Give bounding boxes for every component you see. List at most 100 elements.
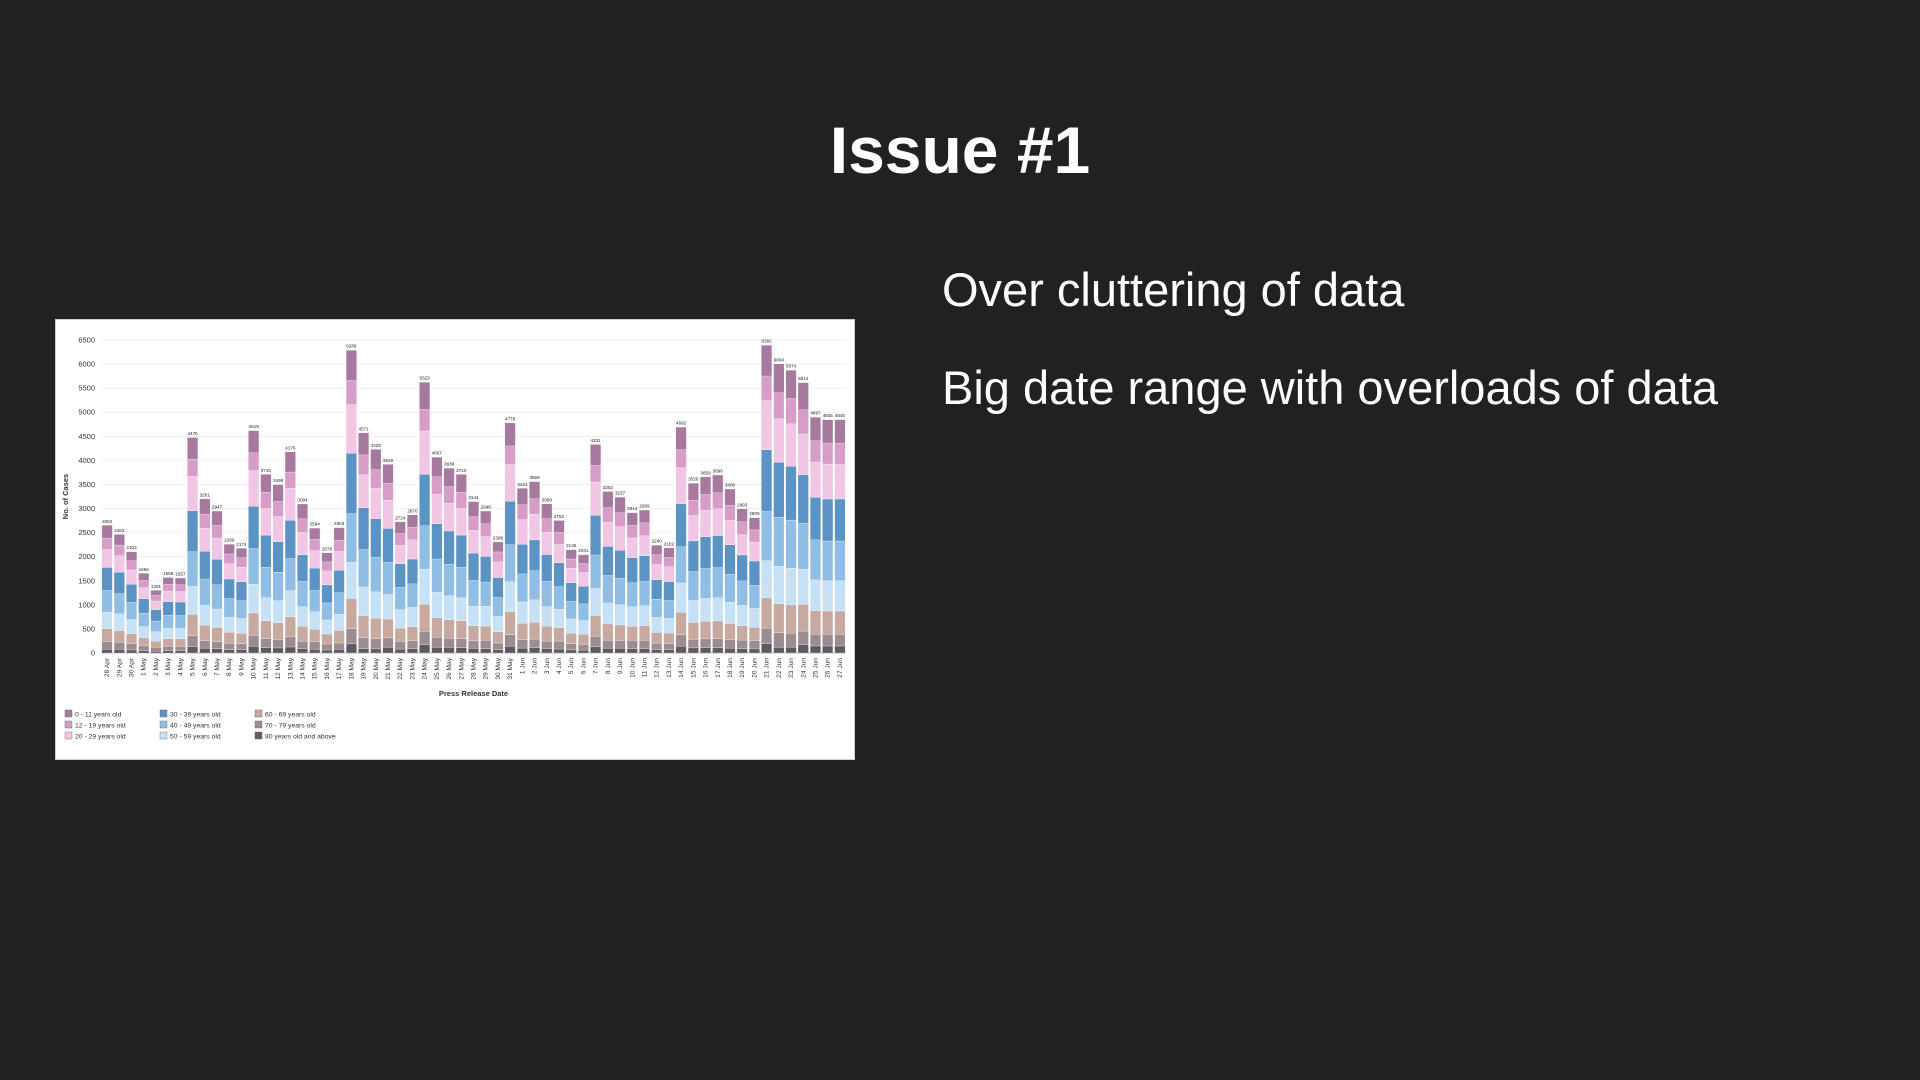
bar-segment <box>504 422 516 447</box>
bar-total-label: 2182 <box>664 541 675 546</box>
bar-segment <box>138 645 150 651</box>
bar-total-label: 2969 <box>639 504 650 509</box>
bar-segment <box>138 650 150 654</box>
x-tick-label: 6 Jun <box>580 658 587 674</box>
bar-segment <box>822 419 834 444</box>
x-tick-label: 8 Jun <box>605 658 612 674</box>
bar-segment <box>236 600 247 619</box>
bar-segment <box>211 641 223 649</box>
bar-segment <box>822 645 834 654</box>
bar-segment <box>626 648 638 654</box>
x-tick-label: 5 Jun <box>568 658 575 674</box>
bar-segment <box>565 649 577 654</box>
bar-segment <box>455 620 467 639</box>
bar-segment <box>211 627 223 642</box>
bar-segment <box>810 440 821 463</box>
bar-segment <box>321 602 333 621</box>
bar-segment <box>248 470 260 507</box>
bar-segment <box>223 616 235 633</box>
bar-total-label: 5614 <box>798 376 809 381</box>
bar-segment <box>773 647 785 654</box>
bar-segment <box>675 467 687 505</box>
x-tick-label: 23 Jun <box>788 658 795 678</box>
bar-segment <box>565 558 577 569</box>
bar-total-label: 3696 <box>713 469 724 474</box>
bar-segment <box>712 474 724 493</box>
bar-segment <box>345 350 357 381</box>
bar-segment <box>639 648 650 654</box>
bar-segment <box>687 571 699 601</box>
legend-swatch <box>159 720 168 729</box>
bar-segment <box>297 626 308 642</box>
bar-segment <box>272 600 284 623</box>
bar-segment <box>712 535 724 568</box>
bar-segment <box>126 633 137 645</box>
bar-segment <box>211 584 223 610</box>
x-tick-label: 15 Jun <box>690 658 697 678</box>
bar-total-label: 4692 <box>676 421 687 426</box>
bar-segment <box>297 554 308 582</box>
bar-segment <box>663 547 675 558</box>
bar-segment <box>101 567 113 591</box>
bar-total-label: 2306 <box>493 535 504 540</box>
bar-segment <box>223 578 235 599</box>
bar-segment <box>529 622 540 640</box>
bar-segment <box>309 527 321 540</box>
x-tick-label: 10 May <box>251 657 258 679</box>
bar-segment <box>162 646 174 651</box>
bar-segment <box>749 627 760 641</box>
bar-segment <box>101 537 113 550</box>
bar-total-label: 3406 <box>725 482 736 487</box>
bar-segment <box>321 552 333 563</box>
x-tick-label: 27 May <box>458 657 465 679</box>
bar-segment <box>822 634 834 647</box>
bar-segment <box>248 583 260 614</box>
bar-segment <box>712 567 724 598</box>
bar-total-label: 4475 <box>187 431 198 436</box>
bar-segment <box>834 580 846 612</box>
bar-segment <box>443 530 455 565</box>
bar-segment <box>834 442 846 465</box>
bar-segment <box>480 536 492 557</box>
bar-total-label: 3421 <box>517 482 528 487</box>
legend-swatch <box>64 709 73 718</box>
bar-segment <box>272 484 284 502</box>
y-tick-label: 5500 <box>78 384 95 393</box>
bar-segment <box>113 642 125 650</box>
bar-segment <box>516 544 528 575</box>
bar-segment <box>651 617 663 633</box>
x-tick-label: 3 Jun <box>544 658 551 674</box>
bar-segment <box>724 623 736 641</box>
x-tick-label: 16 May <box>324 657 331 679</box>
bar-segment <box>370 469 382 489</box>
bar-segment <box>345 453 357 514</box>
bar-segment <box>297 606 308 627</box>
bar-segment <box>810 539 821 581</box>
bar-segment <box>480 625 492 641</box>
bar-segment <box>345 404 357 454</box>
bar-segment <box>370 557 382 593</box>
bar-segment <box>150 609 162 622</box>
bar-segment <box>468 580 479 607</box>
bar-segment <box>223 553 235 564</box>
bar-segment <box>321 619 333 635</box>
bar-segment <box>126 619 137 634</box>
bar-segment <box>773 566 785 604</box>
bar-segment <box>321 633 333 645</box>
bar-segment <box>345 513 357 563</box>
bar-segment <box>333 614 345 631</box>
bar-segment <box>455 508 467 536</box>
bar-segment <box>370 648 382 654</box>
x-tick-label: 13 Jun <box>666 658 673 678</box>
bar-segment <box>309 539 321 551</box>
bar-segment <box>162 590 174 602</box>
bar-segment <box>724 488 736 506</box>
bar-segment <box>504 611 516 635</box>
bar-segment <box>199 498 211 515</box>
bar-segment <box>126 643 137 651</box>
bar-segment <box>126 551 137 561</box>
y-tick-label: 1000 <box>78 600 95 609</box>
bar-segment <box>297 581 308 607</box>
bar-total-label: 2041 <box>578 548 589 553</box>
bar-total-label: 3098 <box>542 497 553 502</box>
